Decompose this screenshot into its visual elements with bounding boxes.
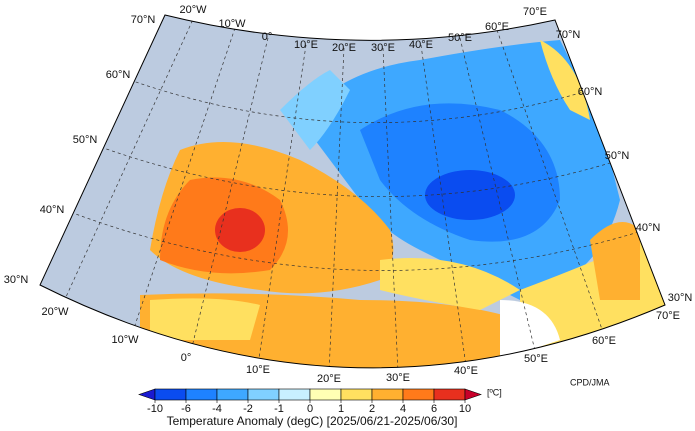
graticule-label: 50°N	[73, 134, 98, 146]
colorbar-segment	[433, 388, 466, 401]
colorbar-tick-label: 4	[400, 403, 406, 415]
graticule-label: 30°E	[386, 372, 410, 384]
anomaly-region	[215, 208, 265, 252]
graticule-label: 40°N	[636, 222, 661, 234]
colorbar: -10 -6 -4 -2 -1 0 1 2 4 6 10	[138, 388, 482, 415]
colorbar-segment	[247, 388, 280, 401]
colorbar-segment	[216, 388, 249, 401]
graticule-label: 50°E	[524, 353, 548, 365]
graticule-label: 10°W	[111, 334, 139, 346]
graticule-label: 70°E	[656, 310, 680, 322]
colorbar-segment	[185, 388, 218, 401]
colorbar-tick-label: -6	[181, 403, 191, 415]
colorbar-tick-label: 2	[369, 403, 375, 415]
anomaly-region	[425, 170, 515, 220]
colorbar-arrow	[138, 388, 156, 401]
colorbar-tick-label: 1	[338, 403, 344, 415]
graticule-label: 10°E	[246, 364, 270, 376]
colorbar-segment	[278, 388, 311, 401]
graticule-label: 40°E	[454, 365, 478, 377]
graticule-label: 30°E	[371, 42, 395, 54]
graticule-label: 70°E	[523, 6, 547, 18]
colorbar-segment	[154, 388, 187, 401]
graticule-label: 60°E	[485, 21, 509, 33]
graticule-label: 70°N	[556, 29, 581, 41]
graticule-label: 0°	[262, 31, 273, 43]
graticule-label: 20°W	[41, 306, 69, 318]
graticule-label: 20°E	[317, 373, 341, 385]
colorbar-tick-label: 0	[307, 403, 313, 415]
colorbar-tick-label: -1	[274, 403, 284, 415]
colorbar-segment	[340, 388, 373, 401]
graticule-label: 30°N	[668, 292, 693, 304]
anomaly-region	[540, 40, 590, 120]
graticule-label: 60°N	[106, 69, 131, 81]
colorbar-title: Temperature Anomaly (degC) [2025/06/21-2…	[167, 414, 458, 428]
anomaly-region	[380, 258, 520, 310]
colorbar-arrow	[464, 388, 482, 401]
colorbar-tick-label: 10	[459, 403, 471, 415]
anomaly-region	[280, 70, 350, 150]
graticule-label: 20°W	[179, 4, 207, 16]
credit: CPD/JMA	[570, 377, 610, 387]
colorbar-segment	[371, 388, 404, 401]
graticule-label: 60°E	[592, 335, 616, 347]
graticule-label: 0°	[181, 352, 192, 364]
colorbar-segment	[309, 388, 342, 401]
graticule-label: 40°N	[40, 204, 65, 216]
anomaly-region	[150, 298, 260, 340]
graticule-label: 60°N	[578, 86, 603, 98]
colorbar-unit: [ºC]	[487, 387, 502, 397]
graticule-label: 10°W	[218, 18, 246, 30]
colorbar-tick-label: 6	[431, 403, 437, 415]
map-frame	[39, 14, 666, 369]
graticule-labels: 70°N 20°W 10°W 0° 10°E 20°E 30°E 40°E 50°E 60°E 70…	[4, 4, 693, 385]
graticule-label: 30°N	[4, 274, 29, 286]
colorbar-segment	[402, 388, 435, 401]
colorbar-tick-label: -2	[243, 403, 253, 415]
graticule-label: 40°E	[409, 39, 433, 51]
graticule-label: 10°E	[294, 39, 318, 51]
anomaly-region	[590, 222, 640, 300]
graticule-label: 50°E	[448, 32, 472, 44]
colorbar-tick-label: -10	[147, 403, 163, 415]
graticule-label: 20°E	[332, 42, 356, 54]
colorbar-tick-label: -4	[212, 403, 222, 415]
graticule-label: 50°N	[605, 150, 630, 162]
graticule-label: 70°N	[131, 14, 156, 26]
graticule	[59, 15, 646, 368]
